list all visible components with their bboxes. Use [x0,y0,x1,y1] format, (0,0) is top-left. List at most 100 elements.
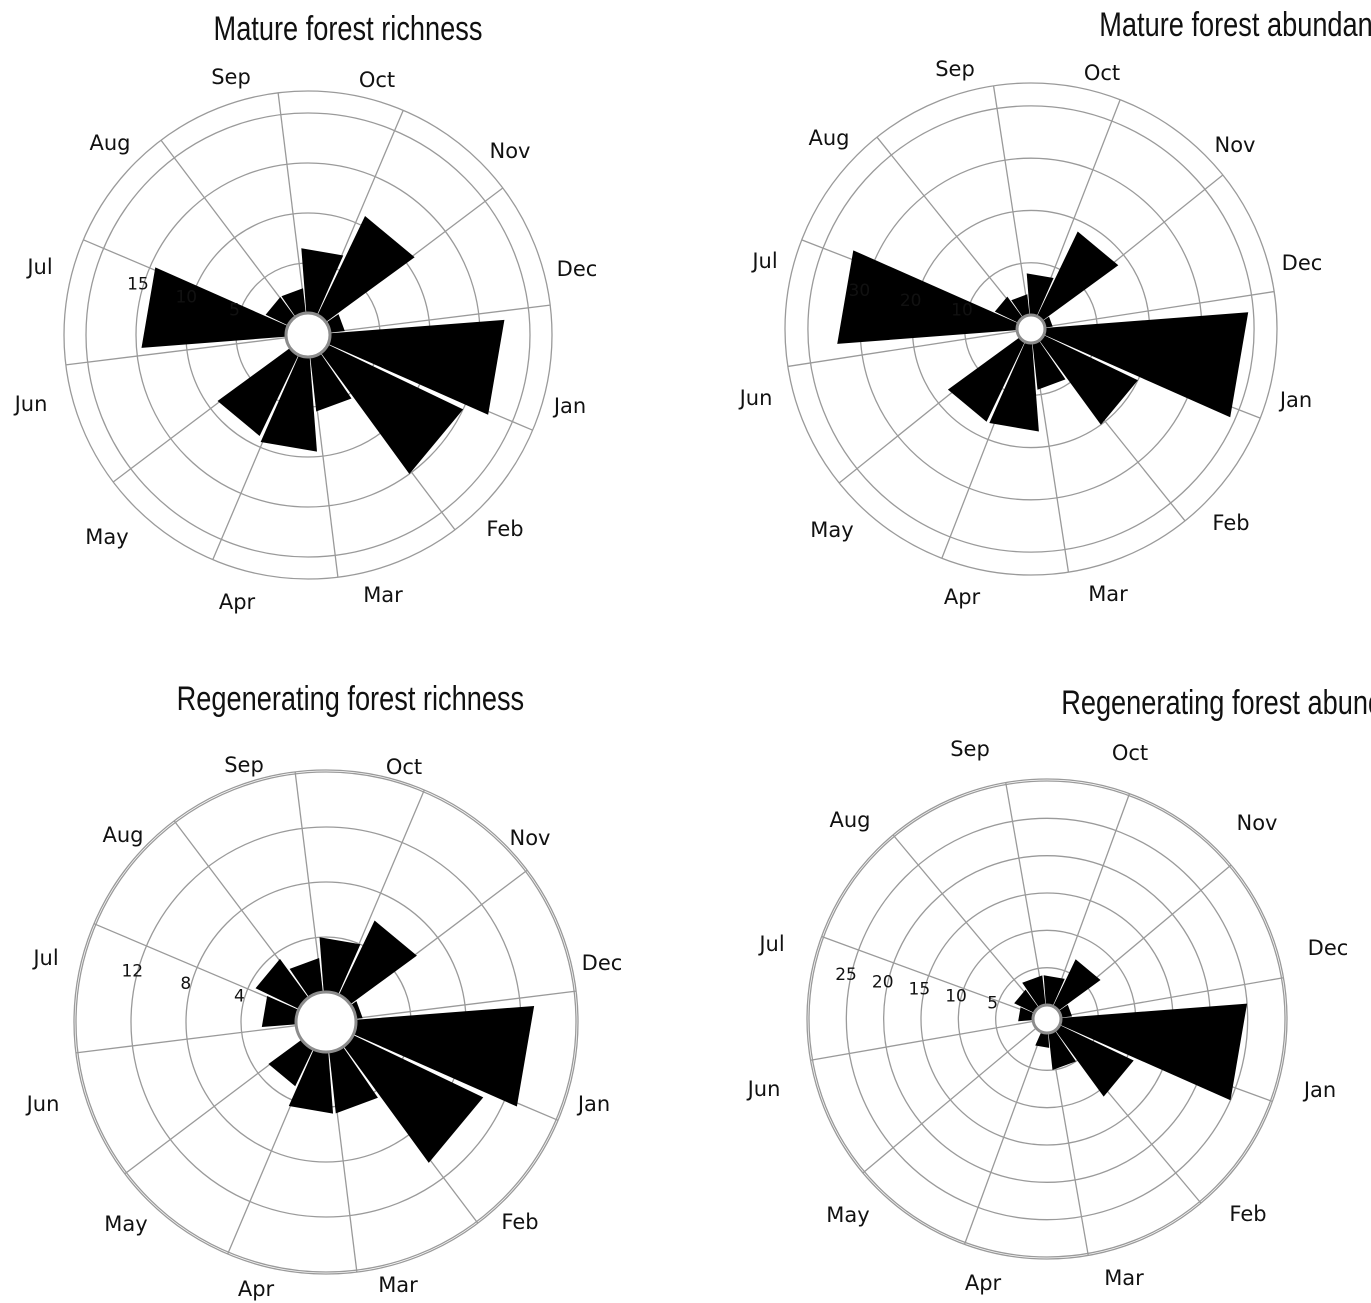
tick-label: 5 [987,994,998,1014]
bar-jan [1031,312,1249,418]
month-label-jul: Jul [757,932,784,956]
bar-feb [308,335,464,474]
tick-label: 15 [127,275,149,295]
month-label-dec: Dec [1282,251,1323,275]
month-label-jan: Jan [1278,388,1312,412]
grid-spoke [160,139,296,318]
month-label-dec: Dec [582,951,623,975]
month-label-feb: Feb [1229,1202,1266,1226]
grid-spoke [876,136,1023,319]
grid-spoke [892,834,1039,1009]
month-label-apr: Apr [965,1271,1002,1295]
grid-ring [808,780,1286,1258]
grid-spoke [1060,977,1284,1018]
month-label-aug: Aug [808,126,849,150]
month-label-jul: Jul [750,249,777,273]
tick-label: 10 [945,986,967,1006]
grid-spoke [1051,793,1131,1007]
outer-ring [784,82,1278,576]
bar-feb [1047,1019,1134,1097]
month-label-mar: Mar [363,583,403,607]
month-label-jan: Jan [576,1092,610,1116]
grid-spoke [963,1031,1043,1245]
polar-chart-2: Mature forest abundance 10 20 30 Jan Feb Mar Ap… [738,5,1371,609]
month-label-mar: Mar [1088,582,1128,606]
month-label-jan: Jan [1302,1078,1336,1102]
chart-title: Mature forest richness [214,9,483,48]
grid-spoke [992,85,1030,316]
month-label-jun: Jun [746,1077,781,1101]
bar-jan [1047,1003,1248,1101]
bar-feb [1031,329,1138,425]
month-label-nov: Nov [510,826,551,850]
grid-ring [75,771,577,1273]
bar-mar [1031,329,1066,390]
month-label-mar: Mar [378,1273,418,1297]
grid-spoke [294,771,323,993]
bar-apr [989,329,1039,432]
center-hub [294,990,358,1054]
month-label-sep: Sep [935,57,975,81]
month-label-nov: Nov [490,139,531,163]
grid-spoke [1048,1032,1089,1256]
outer-ring [73,769,579,1275]
tick-label: 10 [175,288,197,308]
month-label-may: May [810,518,853,542]
polar-chart-4: Regenerating forest abundance 5 10 15 20 25 Ja… [746,683,1371,1295]
tick-label: 10 [951,301,973,321]
grid-spoke [810,1020,1034,1061]
bar-nov [1047,959,1101,1019]
grid-spoke [821,935,1035,1015]
month-label-oct: Oct [1084,61,1120,85]
month-label-dec: Dec [1308,936,1349,960]
month-label-jun: Jun [13,392,48,416]
bar-jul [141,267,308,348]
bar-may [217,335,308,437]
grid-ring [85,112,531,558]
month-label-mar: Mar [1104,1266,1144,1290]
tick-label: 15 [909,979,931,999]
center-hub [284,311,332,359]
outer-ring [63,90,553,580]
month-label-may: May [85,525,128,549]
tick-label: 8 [180,974,191,994]
grid-spoke [93,923,299,1011]
month-label-nov: Nov [1215,133,1256,157]
polar-chart-1: Mature forest richness 5 10 15 Jan Feb Mar Apr M… [13,9,598,614]
month-label-jan: Jan [552,394,586,418]
month-label-sep: Sep [950,737,990,761]
chart-title: Regenerating forest abundance [1061,683,1371,722]
month-label-apr: Apr [219,590,256,614]
month-label-aug: Aug [102,823,143,847]
tick-label: 30 [849,281,871,301]
bar-jul [837,250,1031,344]
month-label-jul: Jul [31,946,58,970]
tick-label: 4 [234,987,245,1007]
bar-nov [308,215,415,335]
bar-jan [308,319,505,415]
bar-apr [260,335,317,452]
month-label-nov: Nov [1237,811,1278,835]
month-label-feb: Feb [486,517,523,541]
grid-spoke [862,1027,1037,1174]
month-label-oct: Oct [1112,741,1148,765]
month-label-sep: Sep [224,753,264,777]
bar-feb [326,1022,484,1163]
month-label-dec: Dec [557,257,598,281]
month-label-aug: Aug [829,808,870,832]
grid-spoke [277,92,306,314]
polar-chart-3: Regenerating forest richness 4 8 12 Jan Feb Ma… [25,679,623,1301]
grid-spoke [787,330,1018,368]
grid-spoke [1044,290,1275,328]
month-label-apr: Apr [944,585,981,609]
month-label-may: May [826,1203,869,1227]
tick-label: 20 [872,972,894,992]
grid-spoke [355,990,577,1019]
bar-nov [1031,231,1119,329]
bar-nov [326,920,417,1022]
month-label-jul: Jul [25,255,52,279]
center-hub [1031,1003,1063,1035]
month-label-feb: Feb [501,1210,538,1234]
month-label-oct: Oct [386,755,422,779]
